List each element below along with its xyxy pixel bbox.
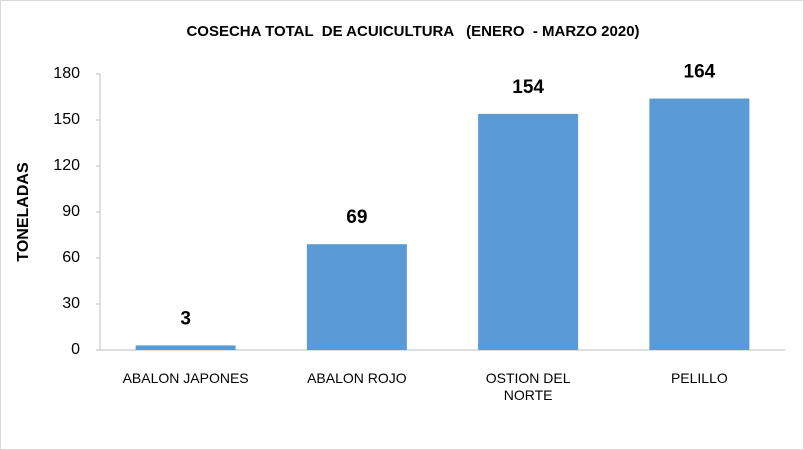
bar xyxy=(135,345,236,350)
y-tick-label: 180 xyxy=(53,65,80,82)
y-tick-label: 120 xyxy=(53,157,80,174)
bar xyxy=(649,98,750,351)
y-axis-label: TONELADAS xyxy=(15,162,32,262)
y-tick-label: 30 xyxy=(62,295,80,312)
y-tick-label: 60 xyxy=(62,249,80,266)
data-label: 69 xyxy=(346,207,367,228)
x-tick-label: PELILLO xyxy=(670,370,728,386)
data-label: 3 xyxy=(180,308,191,329)
x-tick-label: ABALON JAPONES xyxy=(122,370,249,386)
data-label: 164 xyxy=(684,62,716,83)
y-tick-label: 150 xyxy=(53,111,80,128)
y-tick-label: 0 xyxy=(71,341,80,358)
x-tick-label: OSTION DEL NORTE xyxy=(485,370,571,403)
chart-title: COSECHA TOTAL DE ACUICULTURA (ENERO - MA… xyxy=(186,23,639,40)
x-tick-label: ABALON ROJO xyxy=(307,370,407,386)
bar xyxy=(478,113,579,350)
data-label: 154 xyxy=(512,77,544,98)
y-tick-label: 90 xyxy=(62,203,80,220)
bar xyxy=(306,244,407,350)
